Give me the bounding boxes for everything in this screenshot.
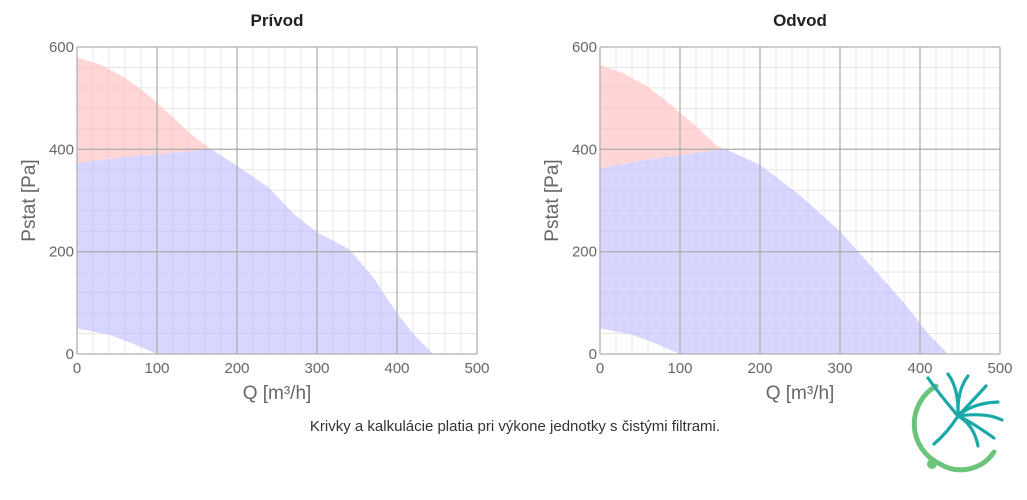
x-axis-label: Q [m³/h] (243, 383, 312, 404)
fan-swirl-logo (911, 372, 1004, 473)
x-tick-label: 0 (73, 360, 81, 377)
x-tick-label: 400 (907, 360, 932, 377)
logo-blade (956, 374, 970, 418)
x-tick-label: 300 (304, 360, 329, 377)
y-tick-label: 600 (49, 39, 74, 56)
y-tick-label: 400 (49, 141, 74, 158)
y-tick-label: 0 (589, 346, 597, 363)
x-tick-label: 200 (224, 360, 249, 377)
y-tick-label: 200 (572, 244, 597, 261)
chart-title: Odvod (773, 11, 827, 30)
y-tick-label: 600 (572, 39, 597, 56)
x-tick-label: 500 (987, 360, 1012, 377)
x-tick-label: 100 (144, 360, 169, 377)
logo-blade (932, 414, 960, 446)
x-tick-label: 500 (464, 360, 489, 377)
logo-dot (927, 459, 937, 469)
chart-title: Prívod (251, 11, 304, 30)
red-upper-envelope-area (600, 64, 726, 169)
x-axis-label: Q [m³/h] (766, 383, 835, 404)
y-axis-label: Pstat [Pa] (542, 159, 563, 241)
logo-arc (911, 383, 997, 473)
x-tick-label: 300 (827, 360, 852, 377)
x-tick-label: 200 (747, 360, 772, 377)
footnote: Krivky a kalkulácie platia pri výkone je… (309, 418, 721, 435)
logo-blade (956, 414, 980, 448)
logo-blade (956, 413, 1004, 422)
red-upper-envelope-area (77, 57, 212, 164)
y-tick-label: 200 (49, 244, 74, 261)
y-tick-label: 0 (66, 346, 74, 363)
x-tick-label: 400 (384, 360, 409, 377)
chart-privod: 0 100 200 300 400 500 0 200 400 600 Prívod Q [m³/h]… (19, 11, 490, 404)
x-tick-label: 100 (667, 360, 692, 377)
logo-blade (926, 376, 960, 418)
chart-odvod: 0 100 200 300 400 500 0 200 400 600 Odvod Q [m³/h] P… (542, 11, 1013, 404)
y-tick-label: 400 (572, 141, 597, 158)
x-tick-label: 0 (596, 360, 604, 377)
logo-blade (956, 400, 1000, 418)
y-axis-label: Pstat [Pa] (19, 159, 40, 241)
